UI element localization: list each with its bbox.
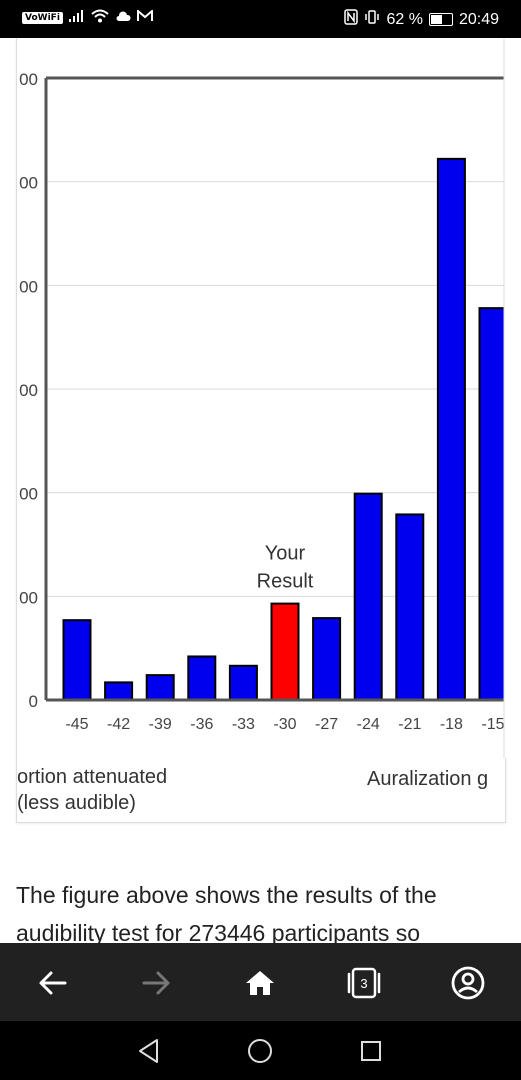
x-axis-label-right: Auralization g	[367, 768, 489, 790]
x-tick-label: -21	[398, 716, 421, 733]
your-result-annotation: Your	[265, 543, 306, 565]
bar	[187, 655, 217, 702]
bar	[353, 492, 383, 701]
account-button[interactable]	[448, 963, 488, 1003]
gmail-icon	[136, 8, 153, 25]
chart-card	[16, 38, 506, 823]
x-tick-label: -45	[65, 716, 88, 733]
y-tick-label: 00	[19, 485, 38, 504]
bar	[436, 157, 466, 702]
web-content[interactable]: 0 00 00 00 00 00 00 -45 -42 -39 -36 -33 -30 -27 -24 -21…	[0, 38, 521, 943]
battery-percent: 62 %	[386, 10, 423, 28]
recents-square-icon	[361, 1041, 381, 1061]
y-tick-label: 0	[29, 692, 38, 711]
x-tick-label: -27	[315, 716, 338, 733]
system-home-button[interactable]	[246, 1037, 274, 1065]
battery-level-fill	[430, 15, 442, 24]
bar	[62, 619, 92, 702]
signal-icon	[68, 10, 85, 25]
bar	[478, 307, 508, 701]
y-tick-label: 00	[19, 381, 38, 400]
home-circle-icon	[248, 1039, 272, 1063]
clock: 20:49	[458, 10, 499, 28]
home-icon	[246, 971, 274, 995]
x-tick-label: -24	[357, 716, 380, 733]
x-tick-label: -42	[107, 716, 130, 733]
account-icon	[451, 966, 485, 1000]
y-tick-label: 00	[19, 174, 38, 193]
tabs-button[interactable]: 3	[344, 963, 384, 1003]
x-axis-label-left: ortion attenuated (less audible)	[17, 766, 168, 814]
tabs-icon: 3	[347, 967, 381, 999]
status-right: 62 % 20:49	[344, 9, 499, 30]
bar	[312, 617, 342, 701]
vowifi-badge: VoWiFi	[22, 11, 63, 24]
browser-toolbar: 3	[0, 943, 521, 1021]
back-arrow-icon	[39, 971, 67, 995]
forward-arrow-icon	[142, 971, 170, 995]
vibrate-icon	[364, 9, 380, 30]
back-triangle-icon	[139, 1039, 158, 1063]
x-tick-label: -39	[149, 716, 172, 733]
system-navigation-bar	[0, 1021, 521, 1080]
bar	[395, 513, 425, 702]
x-tick-label: -36	[190, 716, 213, 733]
x-tick-label: -33	[232, 716, 255, 733]
status-left: VoWiFi	[22, 8, 153, 26]
results-paragraph: The figure above shows the results of th…	[16, 882, 437, 943]
home-button[interactable]	[240, 963, 280, 1003]
system-recents-button[interactable]	[357, 1037, 385, 1065]
back-button[interactable]	[33, 963, 73, 1003]
system-back-button[interactable]	[135, 1037, 163, 1065]
x-tick-label: -30	[273, 716, 296, 733]
y-tick-label: 00	[19, 277, 38, 296]
y-tick-label: 00	[19, 70, 38, 89]
x-tick-label: -18	[440, 716, 463, 733]
bar	[270, 602, 300, 702]
wifi-icon	[91, 9, 109, 26]
your-result-annotation: Result	[257, 571, 314, 593]
status-bar: VoWiFi 62 % 20:49	[0, 0, 521, 38]
bar	[145, 674, 175, 701]
y-tick-label: 00	[19, 588, 38, 607]
forward-button[interactable]	[136, 963, 176, 1003]
chart-clip-mask	[504, 38, 521, 758]
bar	[104, 681, 134, 701]
tab-count: 3	[360, 976, 367, 991]
nfc-icon	[344, 9, 359, 30]
bar	[228, 664, 258, 701]
cloud-icon	[115, 10, 131, 25]
x-tick-label: -15	[481, 716, 504, 733]
battery-icon	[428, 13, 453, 26]
